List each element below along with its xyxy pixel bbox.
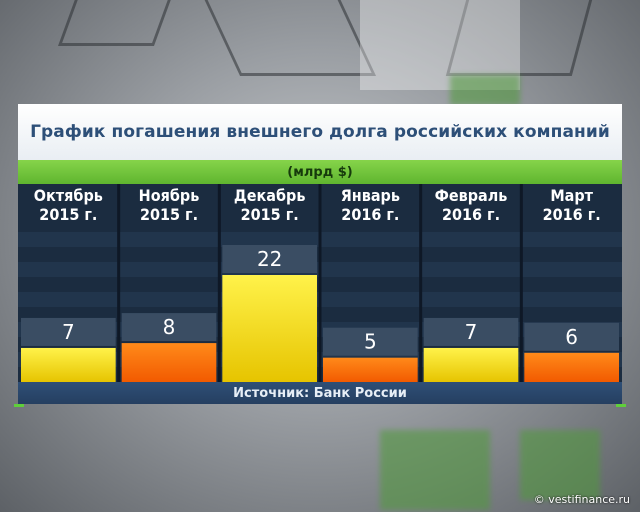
title-bar: График погашения внешнего долга российск…	[18, 104, 622, 160]
unit-label: (млрд $)	[287, 164, 353, 180]
category-label: Октябрь	[34, 186, 103, 205]
category-header	[320, 184, 421, 232]
category-header	[219, 184, 320, 232]
source-bar: Источник: Банк России	[18, 382, 622, 404]
bar	[323, 357, 418, 382]
value-label-box	[121, 313, 217, 342]
category-label: 2016 г.	[442, 205, 500, 224]
data-label: 6	[565, 325, 578, 349]
category-label: 2015 г.	[241, 205, 299, 224]
category-label: Февраль	[435, 186, 508, 205]
background-green-block	[380, 430, 490, 510]
bar-chart: Октябрь 2015 г. 7 Ноябрь 2015 г. 8 Декабрь 2015…	[18, 184, 622, 382]
data-label: 22	[257, 247, 282, 271]
bar	[524, 352, 619, 382]
value-label-box	[423, 317, 519, 346]
data-label: 5	[364, 330, 377, 354]
category-header	[521, 184, 622, 232]
chart-panel: График погашения внешнего долга российск…	[14, 104, 626, 407]
credit-watermark: © vestifinance.ru	[533, 493, 630, 506]
value-label-box	[524, 322, 619, 351]
corner-marker	[616, 404, 626, 407]
unit-bar: (млрд $)	[18, 160, 622, 184]
category-header	[420, 184, 522, 232]
background-green-block	[450, 75, 520, 105]
category-label: 2016 г.	[341, 205, 399, 224]
corner-marker	[14, 404, 24, 407]
category-label: Ноябрь	[139, 186, 200, 205]
data-label: 8	[163, 315, 176, 339]
value-label-box	[323, 327, 418, 356]
bar	[21, 347, 116, 382]
value-label-box	[21, 317, 116, 346]
source-label: Источник: Банк России	[233, 385, 407, 401]
category-label: 2015 г.	[140, 205, 198, 224]
category-header	[118, 184, 220, 232]
category-label: Март	[550, 186, 593, 205]
category-label: Январь	[341, 186, 400, 205]
background-green-block	[520, 430, 600, 500]
bar	[423, 347, 519, 382]
category-header	[18, 184, 119, 232]
bar	[121, 343, 217, 382]
data-label: 7	[465, 320, 478, 344]
chart-title: График погашения внешнего долга российск…	[30, 122, 610, 142]
category-label: Декабрь	[234, 186, 306, 205]
data-label: 7	[62, 320, 75, 344]
bar	[222, 275, 317, 382]
background-cube	[199, 0, 377, 76]
background-cube	[57, 0, 179, 46]
category-label: 2015 г.	[39, 205, 97, 224]
category-label: 2016 г.	[543, 205, 601, 224]
value-label-box	[222, 245, 317, 273]
